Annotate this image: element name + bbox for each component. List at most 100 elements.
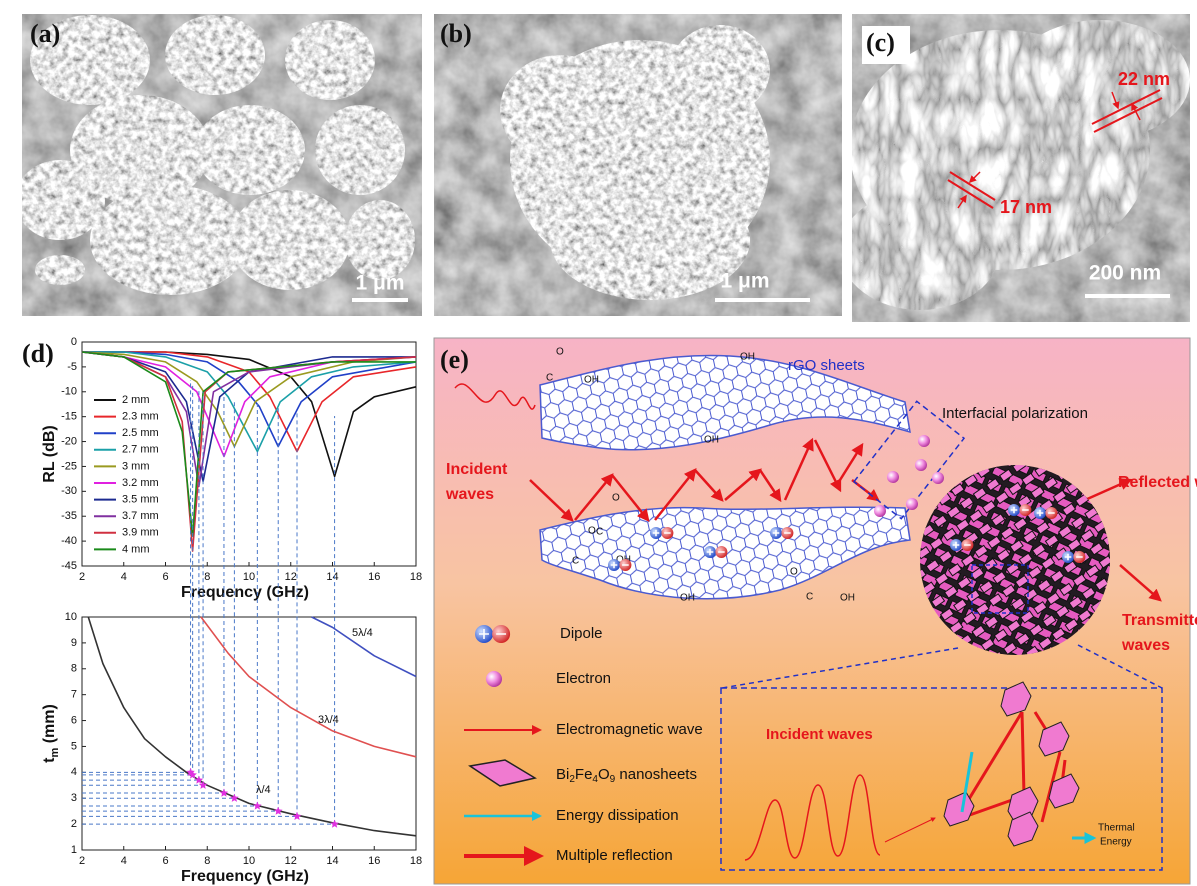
y-tick-label: 8	[71, 663, 77, 675]
dipole-sign	[652, 529, 671, 537]
y-tick-label: -15	[61, 411, 77, 423]
sem-clump	[1010, 20, 1190, 140]
wave-arrow	[574, 473, 614, 521]
x-tick-label: 14	[326, 855, 338, 867]
sem-clump	[500, 55, 620, 165]
x-tick-label: 8	[204, 571, 210, 583]
star-marker	[292, 811, 302, 820]
zoom-box	[971, 564, 1029, 614]
dipole-sign	[610, 561, 629, 569]
formula-part: Fe	[575, 766, 593, 783]
series-label: λ/4	[256, 784, 271, 796]
panel-label: (e)	[440, 345, 469, 374]
sem-clumps	[852, 20, 1190, 310]
thickness-line	[1091, 89, 1161, 125]
y-tick-label: 4	[71, 766, 77, 778]
legend-label: 2 mm	[122, 394, 150, 406]
legend-label: Energy dissipation	[556, 807, 679, 824]
legend-label: Electromagnetic wave	[556, 721, 703, 738]
dipole-sign	[479, 629, 507, 639]
chem-label: C	[806, 592, 813, 603]
chem-label: OH	[584, 375, 599, 386]
legend-label: 3.9 mm	[122, 527, 159, 539]
nanosheet-sphere-overlay	[920, 465, 1110, 655]
series-label: 3λ/4	[318, 714, 339, 726]
sem-clump	[345, 200, 415, 280]
incident-wave	[454, 383, 536, 410]
legend-label: 2.7 mm	[122, 444, 159, 456]
inset-box	[720, 687, 1163, 871]
electron	[874, 505, 886, 517]
electron	[918, 435, 930, 447]
chem-label: OH	[704, 435, 719, 446]
scale-label: 200 nm	[1089, 262, 1161, 285]
star-marker	[253, 801, 262, 810]
sem-clumps	[22, 15, 415, 295]
inset-sheet	[1007, 811, 1039, 847]
wave-arrow	[724, 468, 762, 501]
data-line	[200, 616, 417, 758]
chem-label: OH	[740, 352, 755, 363]
electron	[486, 671, 502, 687]
y-tick-label: -5	[67, 361, 77, 373]
sem-images	[22, 14, 1190, 322]
sem-clumps	[500, 25, 770, 300]
x-tick-label: 2	[79, 571, 85, 583]
thickness-arrow	[1111, 91, 1120, 110]
transmitted-label: waves	[1121, 637, 1170, 654]
thickness-line	[947, 179, 994, 209]
x-axis-label: Frequency (GHz)	[181, 868, 309, 885]
sem-clump	[195, 105, 305, 195]
sem-clump	[30, 15, 150, 105]
panel-label: (d)	[22, 339, 54, 368]
chem-label: O	[556, 347, 564, 358]
dipole-sign	[1036, 509, 1055, 517]
thickness-line	[1093, 97, 1163, 133]
x-tick-label: 18	[410, 855, 422, 867]
chem-label: O	[790, 567, 798, 578]
x-tick-label: 10	[243, 571, 255, 583]
sem-clump	[70, 95, 210, 205]
star-marker	[219, 788, 229, 797]
wave-arrow	[758, 469, 782, 503]
sem-clump	[35, 255, 85, 285]
x-tick-label: 12	[285, 855, 297, 867]
labels: (a) (b) (c) 1 μm 1 μm 200 nm 22 nm 17 nm (d) (e)	[22, 19, 1170, 374]
y-tick-label: 10	[65, 611, 77, 623]
legend-label: Multiple reflection	[556, 847, 673, 864]
inset-incident-label: Incident waves	[766, 726, 873, 743]
wave-arrow	[783, 437, 814, 501]
star-marker	[273, 806, 283, 815]
reflected-label: Reflected waves	[1118, 474, 1197, 491]
y-tick-label: -20	[61, 435, 77, 447]
thickness-arrow	[1131, 102, 1141, 121]
electron	[887, 471, 899, 483]
legend-label: Electron	[556, 670, 611, 687]
sem-clump	[230, 190, 350, 290]
incident-label: Incident	[446, 461, 508, 478]
x-tick-label: 16	[368, 571, 380, 583]
sem-clump	[165, 15, 265, 95]
star-marker	[330, 819, 339, 828]
y-tick-label: 7	[71, 689, 77, 701]
legend-label: 3.5 mm	[122, 494, 159, 506]
sem-clump	[670, 25, 770, 115]
legend-label: 2.3 mm	[122, 411, 159, 423]
series-label: 5λ/4	[352, 627, 373, 639]
electron	[906, 498, 918, 510]
wave-arrow	[1084, 478, 1133, 502]
legend-label: 4 mm	[122, 543, 150, 555]
formula-part: Bi	[556, 766, 569, 783]
chem-label: C	[596, 527, 603, 538]
star-marker	[194, 775, 204, 784]
schematic-panel: OCOHOHOCOHOCOHOHOCOHrGO sheetsInterfacia…	[433, 337, 1197, 885]
y-tick-label: -45	[61, 560, 77, 572]
zoom-line	[1077, 644, 1163, 689]
legend-label: 3.2 mm	[122, 477, 159, 489]
thermal-label: Energy	[1100, 837, 1132, 848]
chem-label: C	[572, 556, 579, 567]
data-line	[81, 351, 417, 448]
y-axis-label: tm (mm)	[41, 704, 61, 763]
thickness-label: 17 nm	[1000, 197, 1052, 217]
y-tick-label: -40	[61, 535, 77, 547]
